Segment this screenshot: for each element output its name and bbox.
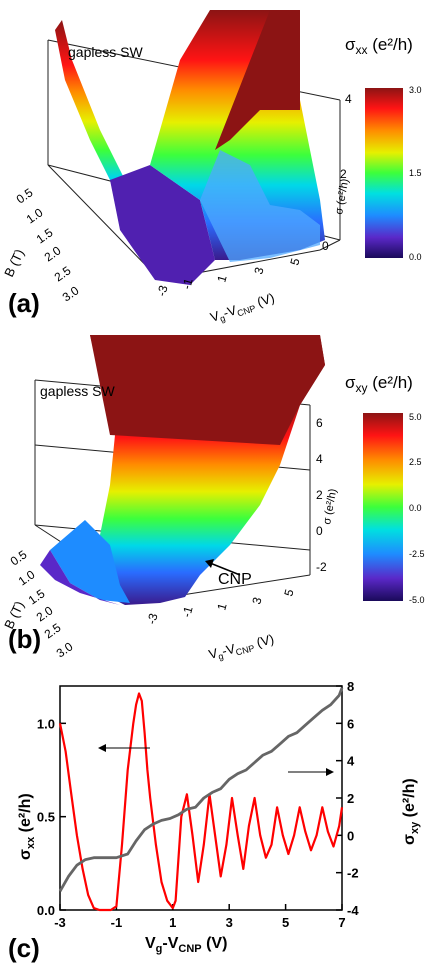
panel-c-right-y-label: σxy (e²/h) (401, 778, 421, 845)
panel-a-z-axis-label: σ (e²/h) (333, 178, 351, 216)
panel-b-cb-tick-0: 5.0 (409, 412, 422, 422)
panel-b-v-tick-4: 5 (281, 587, 296, 597)
panel-b-v-tick-0: -3 (144, 612, 160, 626)
panel-b-z-axis-label: σ (e²/h) (321, 488, 339, 526)
right-y-tick-label: -2 (347, 866, 359, 881)
panel-b-b-tick-3: 2.0 (34, 603, 56, 624)
x-tick-label: 3 (226, 915, 233, 930)
right-y-tick-label: 2 (347, 791, 354, 806)
panel-a-cb-tick-2: 0.0 (409, 252, 422, 262)
panel-a-cb-tick-1: 1.5 (409, 168, 422, 178)
panel-b-svg: gapless SW CNP (b) σxy (e²/h) 5.0 2.5 0.… (1, 335, 425, 664)
panel-a-v-tick-1: -1 (179, 277, 195, 291)
panel-b-b-tick-2: 1.5 (26, 586, 48, 607)
panel-a-v-tick-2: 1 (214, 273, 229, 283)
sigma-xx-series-line (58, 692, 344, 912)
panel-c-right-arrowhead (326, 768, 334, 776)
panel-c-x-ticks: -3 -1 1 3 5 7 (54, 904, 346, 930)
panel-c-plot-frame (59, 685, 343, 911)
panel-a-v-ticks: -3 -1 1 3 5 (154, 256, 302, 297)
panel-b-z-tick-0: -2 (316, 560, 327, 574)
panel-b-cb-tick-1: 2.5 (409, 457, 422, 467)
panel-a-z-tick-0: 0 (322, 239, 329, 253)
panel-a-b-tick-0: 0.5 (14, 185, 36, 206)
x-tick-label: -1 (111, 915, 123, 930)
panel-a-label: (a) (8, 288, 40, 318)
panel-a-surface (55, 10, 325, 285)
panel-c-label: (c) (8, 933, 40, 963)
panel-b-label: (b) (8, 624, 41, 654)
panel-a-annotation: gapless SW (68, 44, 143, 60)
panel-a-colorbar-title: σxx (e²/h) (345, 35, 413, 57)
panel-b-v-tick-2: 1 (214, 601, 229, 611)
panel-b-cb-tick-3: -2.5 (409, 549, 425, 559)
panel-b-b-tick-5: 3.0 (54, 639, 76, 660)
panel-b-z-tick-4: 6 (316, 416, 323, 430)
panel-b-annotation: gapless SW (40, 383, 115, 399)
panel-a-svg: gapless SW (a) σxx (e²/h) 3.0 1.5 0.0 4 … (1, 10, 422, 327)
left-y-tick-label: 0.5 (37, 810, 55, 825)
right-y-tick-label: 6 (347, 716, 354, 731)
panel-b-b-tick-0: 0.5 (8, 547, 30, 568)
left-y-tick-label: 1.0 (37, 716, 55, 731)
panel-a-z-tick-1: 2 (340, 167, 347, 181)
panel-b-z-tick-1: 0 (316, 524, 323, 538)
panel-a-sigma-xx-surface: gapless SW (a) σxx (e²/h) 3.0 1.5 0.0 4 … (0, 0, 436, 330)
panel-c-series (58, 687, 344, 912)
x-tick-label: -3 (54, 915, 66, 930)
panel-a-b-tick-4: 2.5 (52, 263, 74, 284)
x-tick-label: 1 (169, 915, 176, 930)
panel-a-v-tick-3: 3 (251, 265, 266, 275)
panel-c-line-chart: -3 -1 1 3 5 7 0.0 0.5 1.0 -4 -2 0 2 4 6 8 σxx (e²/h) … (0, 670, 436, 970)
panel-b-colorbar-title: σxy (e²/h) (345, 373, 413, 395)
panel-b-cnp-arrow (209, 562, 241, 576)
panel-b-v-ticks: -3 -1 1 3 5 (144, 587, 296, 625)
right-y-tick-label: 4 (347, 754, 355, 769)
panel-a-v-tick-0: -3 (154, 284, 170, 298)
panel-b-colorbar (363, 413, 403, 601)
panel-a-v-axis-label: Vg-VCNP (V) (208, 290, 277, 327)
panel-a-cb-tick-0: 3.0 (409, 85, 422, 95)
panel-b-surface (40, 335, 325, 605)
right-y-tick-label: 0 (347, 828, 354, 843)
panel-b-z-tick-2: 2 (316, 488, 323, 502)
panel-b-v-tick-3: 3 (249, 595, 264, 605)
panel-a-b-tick-1: 1.0 (24, 205, 46, 226)
panel-a-z-tick-2: 4 (345, 92, 352, 106)
x-tick-label: 5 (282, 915, 289, 930)
panel-b-v-axis-label: Vg-VCNP (V) (207, 631, 276, 664)
panel-b-cb-tick-2: 0.0 (409, 503, 422, 513)
panel-c-left-y-label: σxx (e²/h) (17, 793, 37, 860)
panel-b-cb-tick-4: -5.0 (409, 595, 425, 605)
panel-a-b-tick-2: 1.5 (34, 225, 56, 246)
panel-b-b-tick-1: 1.0 (16, 567, 38, 588)
panel-b-cnp-arrowhead (205, 559, 214, 568)
panel-b-b-tick-4: 2.5 (42, 620, 64, 641)
sigma-xy-series-line (58, 687, 344, 892)
panel-a-b-tick-3: 2.0 (42, 243, 64, 264)
panel-b-v-tick-1: -1 (179, 605, 195, 619)
panel-a-v-tick-4: 5 (287, 256, 302, 266)
panel-a-b-tick-5: 3.0 (60, 283, 82, 304)
panel-c-left-arrowhead (98, 744, 106, 752)
x-tick-label: 7 (338, 915, 345, 930)
panel-b-sigma-xy-surface: gapless SW CNP (b) σxy (e²/h) 5.0 2.5 0.… (0, 335, 436, 665)
panel-c-left-y-ticks: 0.0 0.5 1.0 (37, 716, 66, 918)
right-y-tick-label: 8 (347, 679, 354, 694)
panel-b-z-tick-3: 4 (316, 452, 323, 466)
panel-c-x-label: Vg-VCNP (V) (145, 935, 227, 955)
panel-c-right-y-ticks: -4 -2 0 2 4 6 8 (336, 679, 359, 918)
panel-b-cnp-label: CNP (218, 571, 252, 588)
left-y-tick-label: 0.0 (37, 903, 55, 918)
panel-a-b-axis-label: B (T) (1, 247, 27, 280)
right-y-tick-label: -4 (347, 903, 359, 918)
panel-a-colorbar (365, 88, 403, 258)
panel-a-b-ticks: 0.5 1.0 1.5 2.0 2.5 3.0 (14, 185, 82, 304)
